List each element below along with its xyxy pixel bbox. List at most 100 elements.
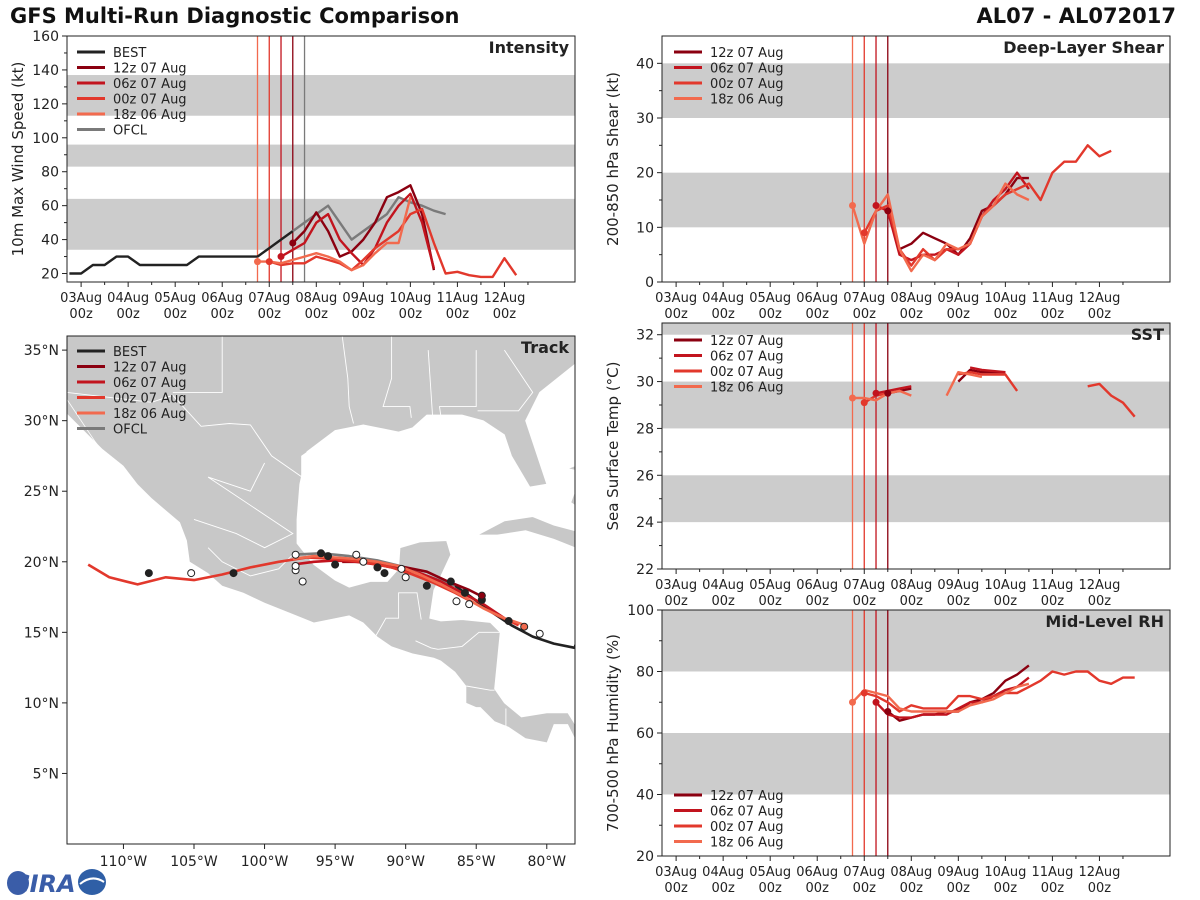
shear-xtick-label-date: 04Aug <box>702 291 744 306</box>
rh-xtick-label-hour: 00z <box>664 881 688 896</box>
intensity-series-line <box>257 196 412 272</box>
track-marker <box>298 577 307 586</box>
sst-xtick-label-date: 12Aug <box>1078 578 1120 593</box>
land <box>566 465 575 471</box>
border-line <box>374 592 422 639</box>
sst-xtick-label-date: 10Aug <box>984 578 1026 593</box>
legend-label: 12z 07 Aug <box>710 789 784 804</box>
track-marker <box>422 581 431 590</box>
sst-frame <box>661 322 1171 570</box>
shear-init-point <box>849 201 856 209</box>
sst-init-point <box>884 389 892 397</box>
sst-series-line <box>852 389 912 402</box>
shear-band <box>662 63 1170 118</box>
track-xtick-label: 100°W <box>241 854 289 870</box>
rh-xtick-label-date: 11Aug <box>1031 865 1073 880</box>
shear-series-line <box>851 182 1030 273</box>
track-ytick-label: 5°N <box>33 766 59 782</box>
sst-panel: 22242628303203Aug00z04Aug00z05Aug00z06Au… <box>604 322 1171 609</box>
legend-label: 00z 07 Aug <box>113 392 187 407</box>
track-marker <box>477 591 486 600</box>
storm-id-title: AL07 - AL072017 <box>976 4 1177 28</box>
shear-ylabel: 200-850 hPa Shear (kt) <box>604 72 622 246</box>
border-line <box>415 640 439 650</box>
border-line <box>207 547 294 577</box>
sst-xtick-label-date: 07Aug <box>843 578 885 593</box>
intensity-xtick-label-hour: 00z <box>399 307 423 322</box>
sst-xtick-label-hour: 00z <box>1041 594 1065 609</box>
shear-ytick-label: 40 <box>636 56 654 72</box>
sst-ytick-label: 24 <box>636 515 654 531</box>
rh-xtick-label-hour: 00z <box>900 881 924 896</box>
sst-xtick-label-hour: 00z <box>711 594 735 609</box>
rh-xtick-label-date: 03Aug <box>655 865 697 880</box>
rh-xtick-label-hour: 00z <box>711 881 735 896</box>
intensity-series-line <box>291 184 436 271</box>
rh-init-point <box>860 689 868 697</box>
rh-xtick-label-date: 08Aug <box>890 865 932 880</box>
intensity-xtick-label-date: 08Aug <box>295 291 337 306</box>
shear-xtick-label-date: 03Aug <box>655 291 697 306</box>
shear-xtick-label-date: 06Aug <box>796 291 838 306</box>
intensity-xtick-label-hour: 00z <box>446 307 470 322</box>
intensity-ytick-label: 100 <box>32 131 59 147</box>
track-marker <box>359 557 368 566</box>
sst-ytick-label: 30 <box>636 375 654 391</box>
border-line <box>67 391 305 479</box>
legend-label: 00z 07 Aug <box>113 93 187 108</box>
legend-label: BEST <box>113 345 146 360</box>
shear-xtick-label-hour: 00z <box>711 307 735 322</box>
track-marker <box>324 552 333 561</box>
shear-xtick-label-hour: 00z <box>994 307 1018 322</box>
track-marker <box>291 550 300 559</box>
intensity-xtick-label-date: 06Aug <box>201 291 243 306</box>
shear-xtick-label-hour: 00z <box>1088 307 1112 322</box>
border-line <box>341 336 354 424</box>
track-marker <box>465 600 474 609</box>
intensity-xtick-label-date: 11Aug <box>436 291 478 306</box>
cira-logo: CIRA <box>7 869 106 898</box>
track-title: Track <box>521 338 569 357</box>
pacific-ocean <box>67 392 575 844</box>
track-marker <box>380 569 389 578</box>
intensity-title: Intensity <box>489 38 570 57</box>
shear-xtick-label-date: 10Aug <box>984 291 1026 306</box>
shear-frame <box>661 35 1171 283</box>
sst-xtick-label-date: 05Aug <box>749 578 791 593</box>
border-line <box>438 350 477 417</box>
sst-xtick-label-hour: 00z <box>853 594 877 609</box>
sst-xtick-label-hour: 00z <box>664 594 688 609</box>
rh-xtick-label-date: 07Aug <box>843 865 885 880</box>
intensity-init-point <box>289 239 297 247</box>
track-xtick-label: 110°W <box>100 854 148 870</box>
rh-xtick-label-hour: 00z <box>947 881 971 896</box>
sst-xtick-label-hour: 00z <box>1088 594 1112 609</box>
track-map <box>67 336 575 844</box>
legend-label: 12z 07 Aug <box>710 46 784 61</box>
sst-ytick-label: 26 <box>636 468 654 484</box>
rh-series-line <box>851 682 1030 713</box>
rh-ytick-label: 60 <box>636 726 654 742</box>
rh-ylabel: 700-500 hPa Humidity (%) <box>604 634 622 832</box>
sst-init-point <box>872 389 880 397</box>
intensity-ytick-label: 80 <box>41 165 59 181</box>
intensity-ytick-label: 120 <box>32 97 59 113</box>
legend-label: 06z 07 Aug <box>710 62 784 77</box>
shear-ytick-label: 20 <box>636 166 654 182</box>
sst-band <box>662 381 1170 429</box>
rh-band <box>662 610 1170 672</box>
legend-label: 00z 07 Aug <box>710 365 784 380</box>
rh-xtick-label-date: 09Aug <box>937 865 979 880</box>
intensity-xtick-label-hour: 00z <box>305 307 329 322</box>
intensity-xtick-label-date: 05Aug <box>154 291 196 306</box>
track-xtick-label: 80°W <box>527 854 566 870</box>
figure-title: GFS Multi-Run Diagnostic Comparison <box>10 4 460 28</box>
legend-label: 06z 07 Aug <box>710 805 784 820</box>
track-marker <box>535 629 544 638</box>
shear-xtick-label-hour: 00z <box>947 307 971 322</box>
land <box>477 516 575 549</box>
shear-xtick-label-date: 05Aug <box>749 291 791 306</box>
track-ytick-label: 20°N <box>24 555 59 571</box>
sst-ytick-label: 32 <box>636 328 654 344</box>
track-xtick-label: 90°W <box>386 854 425 870</box>
